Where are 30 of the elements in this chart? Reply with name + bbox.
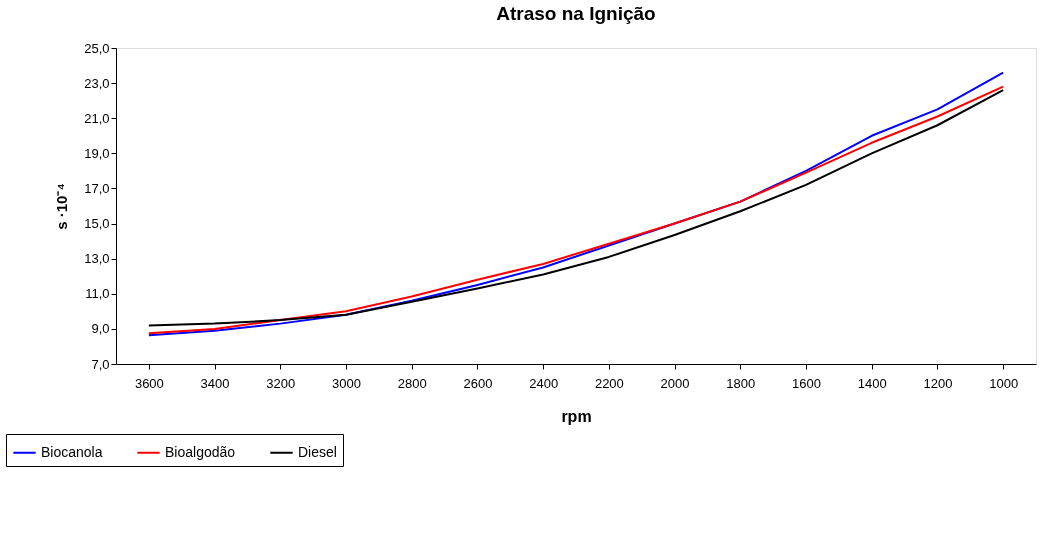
x-tick-label: 3600 bbox=[134, 375, 164, 391]
y-tick-label: 9,0 bbox=[91, 321, 110, 337]
x-tick-label: 2600 bbox=[463, 375, 493, 391]
y-axis-title: s ·10⁻⁴ bbox=[53, 183, 71, 230]
x-axis-title: rpm bbox=[561, 407, 592, 425]
legend-label: Diesel bbox=[298, 443, 337, 460]
legend-label: Biocanola bbox=[41, 443, 103, 460]
x-tick-label: 3000 bbox=[332, 375, 361, 391]
y-tick-label: 23,0 bbox=[84, 75, 110, 91]
y-tick-label: 19,0 bbox=[84, 145, 110, 161]
x-tick-label: 1600 bbox=[792, 375, 821, 391]
x-tick-label: 3200 bbox=[266, 375, 296, 391]
x-tick-label: 3400 bbox=[200, 375, 230, 391]
x-tick-label: 2800 bbox=[397, 375, 427, 391]
x-tick-label: 2000 bbox=[660, 375, 690, 391]
x-tick-label: 1200 bbox=[923, 375, 953, 391]
x-tick-label: 1400 bbox=[857, 375, 887, 391]
x-tick-label: 2400 bbox=[529, 375, 559, 391]
y-tick-label: 15,0 bbox=[84, 216, 110, 232]
y-tick-label: 7,0 bbox=[91, 356, 110, 372]
y-tick-label: 17,0 bbox=[84, 180, 110, 196]
y-tick-label: 11,0 bbox=[85, 286, 110, 302]
x-tick-label: 2200 bbox=[594, 375, 624, 391]
y-tick-label: 21,0 bbox=[84, 110, 110, 126]
x-tick-label: 1000 bbox=[989, 375, 1019, 391]
y-tick-label: 25,0 bbox=[84, 40, 110, 56]
y-tick-label: 13,0 bbox=[84, 251, 110, 267]
x-tick-label: 1800 bbox=[726, 375, 756, 391]
chart-title: Atraso na Ignição bbox=[496, 3, 656, 24]
legend-label: Bioalgodão bbox=[165, 443, 236, 460]
